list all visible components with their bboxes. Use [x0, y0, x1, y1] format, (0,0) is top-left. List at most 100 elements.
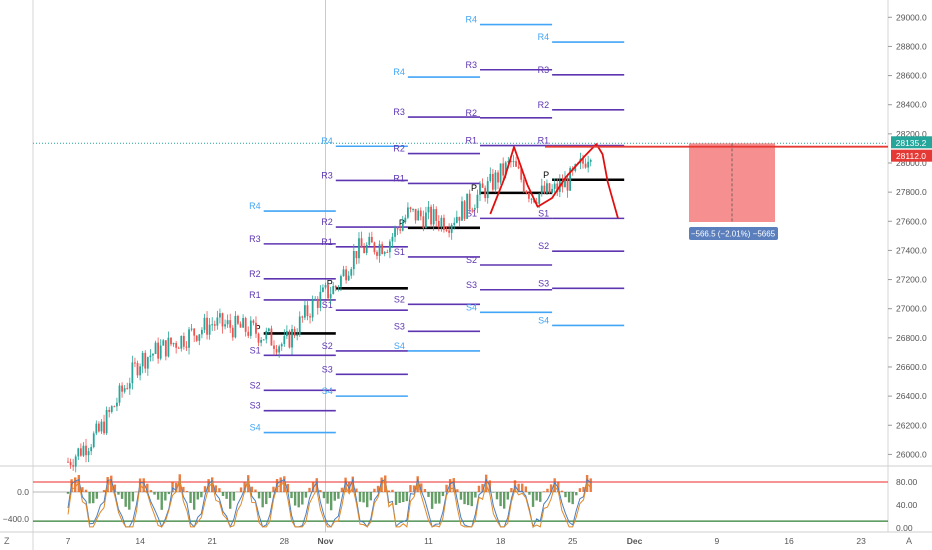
candle-body: [450, 224, 453, 233]
pivot-label-s4: S4: [394, 341, 405, 351]
position-label-box: [689, 227, 778, 241]
candle-body: [391, 236, 394, 242]
candle-body: [473, 208, 476, 210]
oscillator-bar: [366, 492, 369, 508]
stop-price-tag-label: 28112.0: [896, 151, 926, 161]
candle-body: [386, 252, 389, 254]
oscillator-bar: [84, 489, 88, 492]
oscillator-bar: [279, 477, 282, 492]
candle-body: [257, 333, 260, 343]
pivot-label-r2: R2: [321, 217, 333, 227]
candle-body: [72, 465, 75, 467]
oscillator-bar: [131, 492, 135, 502]
candle-body: [589, 160, 592, 162]
oscillator-bar: [297, 492, 300, 508]
oscillator-d-line: [67, 478, 592, 528]
pivot-label-s2: S2: [394, 294, 405, 304]
candle-body: [301, 316, 304, 318]
oscillator-bar: [351, 476, 354, 492]
oscillator-bar: [229, 492, 232, 509]
candle-body: [530, 198, 533, 200]
candle-body: [247, 331, 250, 336]
candle-body: [141, 352, 144, 367]
candle-body: [136, 363, 139, 376]
candle-body: [499, 163, 502, 183]
time-tick-label: 28: [280, 536, 290, 546]
price-tick-label: 28200.0: [896, 129, 927, 139]
price-tick-label: 28000.0: [896, 158, 927, 168]
candle-body: [466, 193, 469, 219]
oscillator-bar: [347, 482, 351, 492]
candle-body: [283, 336, 286, 345]
candle-body: [358, 238, 360, 259]
oscillator-bar: [189, 492, 192, 504]
pivot-label-s1: S1: [466, 208, 477, 218]
oscillator-bar: [185, 490, 189, 492]
oscillator-bar: [171, 481, 174, 492]
candle-body: [208, 324, 211, 335]
candle-body: [440, 217, 443, 228]
timezone-corner-label[interactable]: Z: [4, 536, 10, 546]
candle-body: [520, 168, 523, 180]
oscillator-bar: [232, 492, 236, 501]
candle-body: [396, 228, 399, 230]
candle-body: [198, 334, 201, 341]
drawn-pattern-line: [489, 143, 619, 219]
candle-body: [285, 331, 288, 337]
candle-body: [159, 345, 162, 359]
candle-body: [553, 183, 556, 189]
candle-body: [105, 409, 108, 434]
candle-body: [564, 178, 566, 188]
pivot-label-r3: R3: [465, 60, 477, 70]
candle-body: [368, 236, 371, 245]
candle-body: [108, 409, 111, 412]
candle-body: [226, 320, 229, 325]
candle-body: [100, 421, 103, 432]
price-tick-label: 27000.0: [896, 304, 927, 314]
candle-body: [373, 242, 376, 253]
candle-body: [569, 168, 572, 191]
candle-body: [376, 252, 378, 256]
candle-body: [229, 320, 232, 328]
oscillator-bar: [510, 488, 513, 492]
candle-body: [546, 183, 548, 194]
oscillator-bar: [322, 492, 326, 499]
candle-body: [448, 230, 450, 233]
price-tick-label: 28800.0: [896, 41, 927, 51]
candle-body: [329, 294, 332, 299]
auto-scale-corner-label[interactable]: A: [906, 536, 913, 546]
oscillator-left-tick: 0.0: [17, 487, 29, 497]
oscillator-bar: [192, 492, 196, 510]
oscillator-bar: [196, 492, 199, 500]
oscillator-bar: [120, 492, 124, 499]
candle-body: [203, 317, 206, 330]
candle-body: [337, 286, 340, 288]
oscillator-bar: [333, 492, 336, 501]
candle-body: [149, 355, 152, 358]
oscillator-bar: [146, 483, 149, 492]
pivot-label-s1: S1: [538, 208, 549, 218]
candle-body: [551, 188, 553, 193]
candle-body: [556, 183, 559, 192]
candle-body: [118, 385, 121, 403]
candle-body: [177, 347, 180, 349]
candle-body: [298, 316, 301, 335]
candle-body: [561, 180, 564, 188]
oscillator-bar: [362, 492, 365, 503]
oscillator-bar: [430, 492, 434, 509]
candle-body: [190, 328, 193, 330]
candle-body: [458, 216, 461, 221]
stop-price-tag: [891, 149, 932, 162]
candle-body: [491, 173, 494, 190]
pivot-label-r1: R1: [393, 173, 405, 183]
oscillator-bar: [286, 483, 290, 492]
candle-body: [350, 269, 353, 276]
candle-body: [221, 313, 224, 327]
oscillator-bar: [567, 492, 571, 503]
position-label-text: −566.5 (−2.01%) −5665: [691, 230, 776, 239]
oscillator-bar: [456, 489, 459, 492]
candle-body: [332, 286, 335, 295]
candle-body: [304, 305, 306, 318]
oscillator-bar: [239, 487, 243, 492]
